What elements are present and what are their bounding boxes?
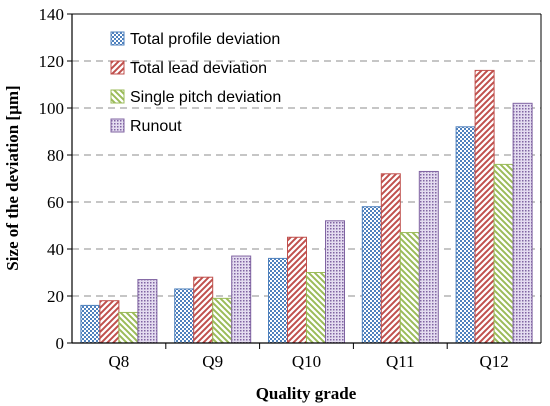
legend-item: Single pitch deviation <box>110 89 281 106</box>
legend-swatch <box>110 118 125 133</box>
x-tick-label: Q8 <box>109 352 130 371</box>
bar-q11-series-4 <box>418 170 439 344</box>
y-tick-label: 80 <box>47 146 64 165</box>
legend-item: Total profile deviation <box>110 31 280 48</box>
y-tick-label: 140 <box>39 5 65 24</box>
legend-swatch <box>110 89 125 104</box>
legend-label: Total lead deviation <box>130 60 267 77</box>
bar-q12-series-3 <box>493 163 514 344</box>
bar-q9-series-4 <box>231 255 252 344</box>
bar-q8-series-4 <box>137 279 158 344</box>
bar-q11-series-1 <box>361 206 382 344</box>
bar-q8-series-1 <box>80 304 101 344</box>
legend-swatch <box>110 31 125 46</box>
x-tick-label: Q10 <box>292 352 321 371</box>
legend-label: Runout <box>130 118 182 135</box>
y-tick-label: 40 <box>47 240 64 259</box>
bar-q11-series-2 <box>380 173 401 344</box>
bar-q10-series-1 <box>268 257 288 344</box>
bar-q8-series-3 <box>118 311 139 344</box>
x-axis-title: Quality grade <box>256 384 357 403</box>
bar-q9-series-3 <box>212 297 233 344</box>
bars <box>80 69 533 344</box>
legend-item: Total lead deviation <box>110 60 267 77</box>
legend-swatch <box>110 60 125 75</box>
bar-q10-series-4 <box>325 220 345 344</box>
y-tick-label: 100 <box>39 99 65 118</box>
bar-q9-series-1 <box>174 288 195 344</box>
bar-q8-series-2 <box>99 300 120 344</box>
y-tick-label: 60 <box>47 193 64 212</box>
legend-label: Total profile deviation <box>130 31 280 48</box>
y-tick-label: 120 <box>39 52 65 71</box>
legend-item: Runout <box>110 118 182 135</box>
bar-q9-series-2 <box>193 276 214 344</box>
bar-q11-series-3 <box>399 232 420 344</box>
legend: Total profile deviation Total lead deviat… <box>110 31 281 135</box>
legend-label: Single pitch deviation <box>130 89 281 106</box>
y-tick-label: 20 <box>47 287 64 306</box>
bar-q10-series-3 <box>306 272 326 344</box>
y-axis-title: Size of the deviation [µm] <box>3 85 22 270</box>
x-tick-label: Q9 <box>202 352 223 371</box>
bar-q12-series-4 <box>512 102 533 344</box>
bar-q12-series-2 <box>474 69 495 344</box>
x-tick-label: Q12 <box>479 352 508 371</box>
bar-q12-series-1 <box>455 126 476 344</box>
y-tick-label: 0 <box>56 334 65 353</box>
x-tick-label: Q11 <box>386 352 415 371</box>
bar-q10-series-2 <box>287 236 307 344</box>
axis-ticks: 0 20 40 60 80 100 120 140 Q8 Q9 Q10 Q11 Q12 <box>39 5 509 371</box>
